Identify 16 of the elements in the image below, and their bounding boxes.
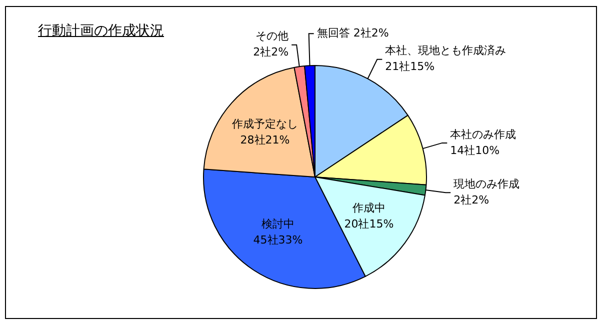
slice-label: 検討中 <box>261 218 294 231</box>
data-label: 45社33% <box>253 234 303 247</box>
slice-label: 現地のみ作成 <box>454 177 520 190</box>
chart-title: 行動計画の作成状況 <box>38 22 164 40</box>
slice-label: 作成中 <box>351 201 386 214</box>
data-label: 14社10% <box>450 144 500 157</box>
slice-label: 本社、現地とも作成済み <box>385 44 506 58</box>
data-label: 2社2% <box>253 46 289 59</box>
slice-label: 無回答 2社2% <box>316 26 389 40</box>
slice-label: 本社のみ作成 <box>450 128 516 141</box>
slice-label: 作成予定なし <box>231 117 298 130</box>
slice-label: その他 <box>256 30 289 43</box>
data-label: 21社15% <box>385 60 435 74</box>
data-label: 28社21% <box>240 133 290 146</box>
data-label: 20社15% <box>344 217 394 230</box>
data-label: 2社2% <box>454 193 490 206</box>
